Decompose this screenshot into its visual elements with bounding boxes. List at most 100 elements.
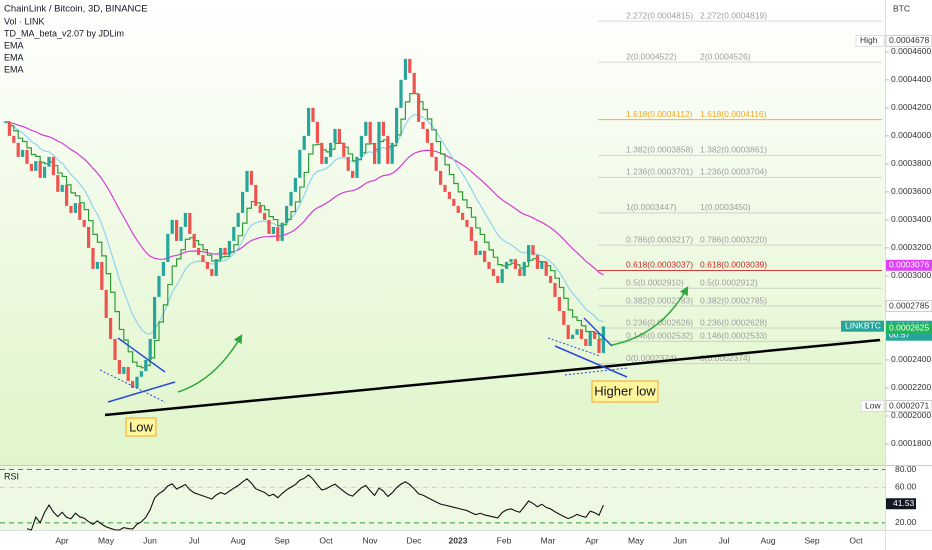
candle [302,135,306,150]
candle [293,177,297,192]
y-tick-label: 0.0002400 [891,354,931,364]
y-tick-label: 0.0002000 [891,410,931,420]
rsi-badge [886,498,916,510]
fib-label: 0.146(0.0002533) [700,331,767,341]
candle [82,219,86,227]
candle [496,275,500,283]
candle [527,245,531,262]
candle [557,296,561,311]
fib-label: 1.382(0.0003861) [700,145,767,155]
candle [575,329,579,335]
candle [408,58,412,73]
candle [258,205,262,213]
candle [232,226,236,241]
price-badge [886,322,932,334]
x-tick-label: Jul [189,535,200,545]
candle [324,156,328,164]
candle [311,107,315,122]
candle [263,212,267,220]
candle [126,366,130,381]
candle [153,296,157,339]
candle [170,219,174,234]
candle [144,359,148,372]
candle [447,191,451,199]
candle [65,184,69,206]
x-tick-label: Jun [143,535,157,545]
fib-label: 0(0.0002374) [626,353,677,363]
candle [47,156,51,167]
candle [425,128,429,143]
candle [601,326,605,353]
x-tick-label: Nov [362,535,378,545]
candle [166,233,170,262]
fib-label: 0.786(0.0003217) [626,234,693,244]
symbol-title: ChainLink / Bitcoin, 3D, BINANCE [4,4,148,15]
fib-label: 0.618(0.0003037) [626,260,693,270]
candle [597,338,601,353]
candle [91,247,95,269]
candle [483,250,487,262]
candle [452,198,456,206]
indicator: EMA [4,52,24,62]
candle [337,128,341,143]
fib-label: 0.786(0.0003220) [700,234,767,244]
candle [21,149,25,157]
candle [298,149,302,178]
candle [456,205,460,213]
candle [78,203,82,220]
candle [355,156,359,178]
candle [249,170,253,185]
tag-box [841,320,884,332]
candle [562,310,566,325]
candle [364,121,368,136]
candle [29,163,33,171]
rsi-trend [564,367,629,376]
candle [60,184,64,192]
y-tick-label: 0.0004000 [891,130,931,140]
candle [205,261,209,269]
price-badge-label: 0.0002625 [889,323,929,333]
candle [276,226,280,241]
candle [412,72,416,94]
candle [51,156,55,176]
candle [307,107,311,136]
candle [566,324,570,339]
candle [289,191,293,206]
arrow [177,334,243,393]
candle [403,58,407,80]
candle [69,205,73,213]
candle [271,226,275,234]
candle [113,338,117,360]
y-tick-label: 0.0004400 [891,74,931,84]
candle [241,191,245,213]
x-tick-label: Apr [55,535,68,545]
currency: BTC [893,3,910,13]
x-tick-label: Aug [230,535,245,545]
candle [122,366,126,374]
price-badge-label: 0.0002785 [889,300,929,310]
candle [7,121,11,136]
price-badge-label: 0.0003076 [889,260,929,270]
price-badge-label: 0.0004678 [889,35,929,45]
price-badge-label: 0.0002071 [889,400,929,410]
y-tick-label: 0.0003200 [891,242,931,252]
candle [109,317,113,339]
y-tick-label: 0.0003800 [891,158,931,168]
rsi-badge-label: 41.53 [893,498,915,508]
candle [131,380,135,388]
ema-mid [4,113,604,335]
candle [390,142,394,164]
candle [100,261,104,290]
price-badge [885,400,932,413]
candle [478,250,482,255]
candle [333,128,337,143]
candle [522,261,526,276]
candle [373,142,377,164]
fib-label: 0.382(0.0002785) [700,295,767,305]
candle [320,142,324,164]
x-tick-label: Oct [849,535,863,545]
candle [135,376,139,388]
x-tick-label: Dec [406,535,422,545]
candle [148,338,152,360]
fib-label: 0.236(0.0002628) [700,317,767,327]
